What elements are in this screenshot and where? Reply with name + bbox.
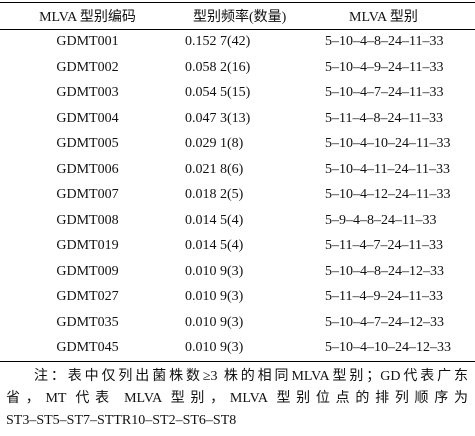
data-table: MLVA 型别编码 型别频率(数量) MLVA 型别 GDMT001 0.152 7(… (0, 2, 475, 362)
table-cell: 0.054 5(15) (185, 85, 251, 101)
table-cell: 5–10–4–12–24–11–33 (325, 187, 451, 203)
table-cell: 0.018 2(5) (185, 187, 244, 203)
table-cell: 5–10–4–8–24–11–33 (325, 34, 444, 50)
table-cell: GDMT009 (56, 263, 119, 279)
table-cell: 5–10–4–10–24–12–33 (325, 340, 451, 356)
header-row: MLVA 型别编码 型别频率(数量) MLVA 型别 (0, 2, 475, 29)
table-cell: 0.010 9(3) (185, 289, 244, 305)
table-cell: GDMT008 (56, 212, 119, 228)
table-cell: 5–11–4–9–24–11–33 (325, 289, 443, 305)
table-cell: 5–10–4–10–24–11–33 (325, 136, 451, 152)
table-header: MLVA 型别编码 型别频率(数量) MLVA 型别 (0, 2, 475, 29)
table-cell: 5–10–4–8–24–12–33 (325, 263, 444, 279)
table-row: GDMT005 0.029 1(8) 5–10–4–10–24–11–33 (0, 132, 475, 158)
note-line: 注：表中仅列出菌株数≥3 株的相同MLVA型别；GD代表广东 (34, 369, 468, 384)
table-cell: GDMT001 (56, 34, 119, 50)
header-cell: MLVA 型别 (349, 9, 418, 25)
table-row: GDMT001 0.152 7(42) 5–10–4–8–24–11–33 (0, 29, 475, 55)
header-cell: MLVA 型别编码 (39, 9, 136, 25)
table-cell: 5–11–4–7–24–11–33 (325, 238, 443, 254)
table-row: GDMT007 0.018 2(5) 5–10–4–12–24–11–33 (0, 183, 475, 209)
table-cell: 0.014 5(4) (185, 212, 244, 228)
table-note: 注：表中仅列出菌株数≥3 株的相同MLVA型别；GD代表广东省，MT 代表 ML… (6, 366, 468, 432)
table-cell: GDMT002 (56, 59, 119, 75)
table-cell: 0.010 9(3) (185, 340, 244, 356)
table-row: GDMT035 0.010 9(3) 5–10–4–7–24–12–33 (0, 310, 475, 336)
header-cell: 型别频率(数量) (193, 9, 287, 25)
table-row: GDMT004 0.047 3(13) 5–11–4–8–24–11–33 (0, 106, 475, 132)
table-cell: 0.047 3(13) (185, 110, 251, 126)
table-cell: 0.021 8(6) (185, 161, 244, 177)
table-cell: GDMT006 (56, 161, 119, 177)
table-cell: GDMT007 (56, 187, 119, 203)
table-cell: 0.058 2(16) (185, 59, 251, 75)
table-cell: 5–10–4–7–24–12–33 (325, 314, 444, 330)
table-cell: GDMT027 (56, 289, 119, 305)
table-cell: 5–10–4–9–24–11–33 (325, 59, 444, 75)
table-row: GDMT019 0.014 5(4) 5–11–4–7–24–11–33 (0, 234, 475, 260)
table-cell: GDMT035 (56, 314, 119, 330)
table-row: GDMT002 0.058 2(16) 5–10–4–9–24–11–33 (0, 55, 475, 81)
table-cell: 0.010 9(3) (185, 263, 244, 279)
table-cell: GDMT005 (56, 136, 119, 152)
table-cell: 5–10–4–11–24–11–33 (325, 161, 450, 177)
table-cell: 5–11–4–8–24–11–33 (325, 110, 443, 126)
table-row: GDMT003 0.054 5(15) 5–10–4–7–24–11–33 (0, 81, 475, 107)
table-cell: 0.010 9(3) (185, 314, 244, 330)
table-cell: GDMT003 (56, 85, 119, 101)
table-cell: 0.152 7(42) (185, 34, 251, 50)
table-cell: 0.014 5(4) (185, 238, 244, 254)
table-row: GDMT027 0.010 9(3) 5–11–4–9–24–11–33 (0, 285, 475, 311)
table-row: GDMT045 0.010 9(3) 5–10–4–10–24–12–33 (0, 336, 475, 362)
table-row: GDMT008 0.014 5(4) 5–9–4–8–24–11–33 (0, 208, 475, 234)
table-cell: 5–9–4–8–24–11–33 (325, 212, 437, 228)
table-cell: GDMT004 (56, 110, 119, 126)
table-cell: GDMT019 (56, 238, 119, 254)
note-line: 省，MT 代表 MLVA 型别，MLVA 型别位点的排列顺序为 (6, 391, 468, 406)
table-row: GDMT006 0.021 8(6) 5–10–4–11–24–11–33 (0, 157, 475, 183)
table-cell: 5–10–4–7–24–11–33 (325, 85, 444, 101)
table-row: GDMT009 0.010 9(3) 5–10–4–8–24–12–33 (0, 259, 475, 285)
note-line: ST3–ST5–ST7–STTR10–ST2–ST6–ST8 (6, 413, 237, 428)
table-cell: 0.029 1(8) (185, 136, 244, 152)
table-cell: GDMT045 (56, 340, 119, 356)
table-body: GDMT001 0.152 7(42) 5–10–4–8–24–11–33 GDMT0… (0, 29, 475, 362)
